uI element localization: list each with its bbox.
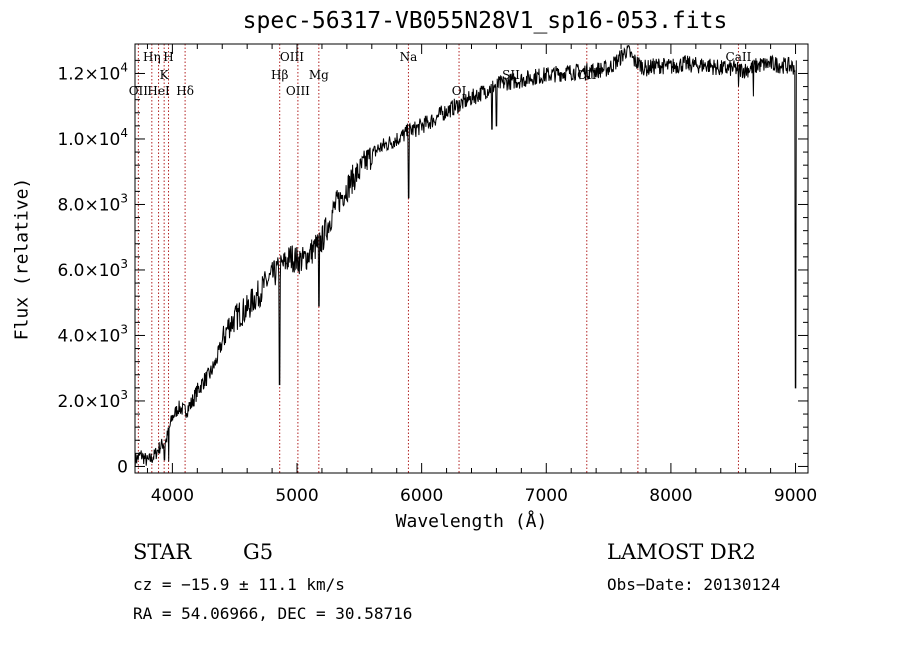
y-tick-label: 1.2×104 [57,60,128,84]
line-label: H [163,50,173,64]
line-label: OI [452,84,467,98]
y-tick-exponent: 4 [120,60,128,74]
y-tick-exponent: 4 [120,126,128,140]
x-tick-label: 5000 [275,486,318,506]
line-label: OIII [280,50,304,64]
x-tick-label: 8000 [649,486,692,506]
line-label: Mg [309,68,329,82]
plot-frame [134,43,809,474]
x-tick-label: 6000 [400,486,443,506]
x-tick-label: 4000 [151,486,194,506]
y-tick-label: 4.0×103 [57,322,128,346]
line-labels: OII Hη K HeI H Hδ Hβ OIII OIII Mg Na OI OII SII CaII [129,50,752,98]
line-label: K [160,68,170,82]
line-label: Hη [143,50,161,64]
line-label: CaII [726,50,752,64]
object-type: STAR [133,540,192,564]
chart-title: spec-56317-VB055N28V1_sp16-053.fits [242,8,728,34]
observation-date: Obs−Date: 20130124 [607,575,781,594]
y-tick-exponent: 3 [120,191,128,205]
line-label: Hβ [271,68,288,82]
line-markers [137,44,739,473]
line-label: OIII [286,84,310,98]
line-label: HeI [147,84,170,98]
y-tick-label: 6.0×103 [57,257,128,281]
y-tick-exponent: 3 [120,257,128,271]
tick-labels: 4000 5000 6000 7000 8000 9000 0 2.0×103 4.0×103 6… [57,60,817,506]
spectral-subclass: G5 [243,540,274,564]
ra-dec-coordinates: RA = 54.06966, DEC = 30.58716 [133,604,413,623]
line-label: OII [577,68,597,82]
line-label: Hδ [176,84,194,98]
y-axis-label: Flux (relative) [11,177,33,341]
line-label: SII [502,68,520,82]
axis-ticks [135,44,808,473]
survey-name: LAMOST DR2 [607,540,756,564]
line-label: Na [400,50,418,64]
y-tick-label: 2.0×103 [57,388,128,412]
line-label: OII [129,84,149,98]
spectrum-series [134,45,797,467]
redshift-cz: cz = −15.9 ± 11.1 km/s [133,575,345,594]
y-tick-label: 1.0×104 [57,126,128,150]
x-tick-label: 9000 [774,486,817,506]
x-axis-label: Wavelength (Å) [395,511,548,532]
y-tick-exponent: 3 [120,388,128,402]
y-tick-label: 8.0×103 [57,191,128,215]
y-tick-exponent: 3 [120,322,128,336]
y-tick-label: 0 [117,457,128,477]
spectrum-line [134,45,797,467]
x-tick-label: 7000 [525,486,568,506]
